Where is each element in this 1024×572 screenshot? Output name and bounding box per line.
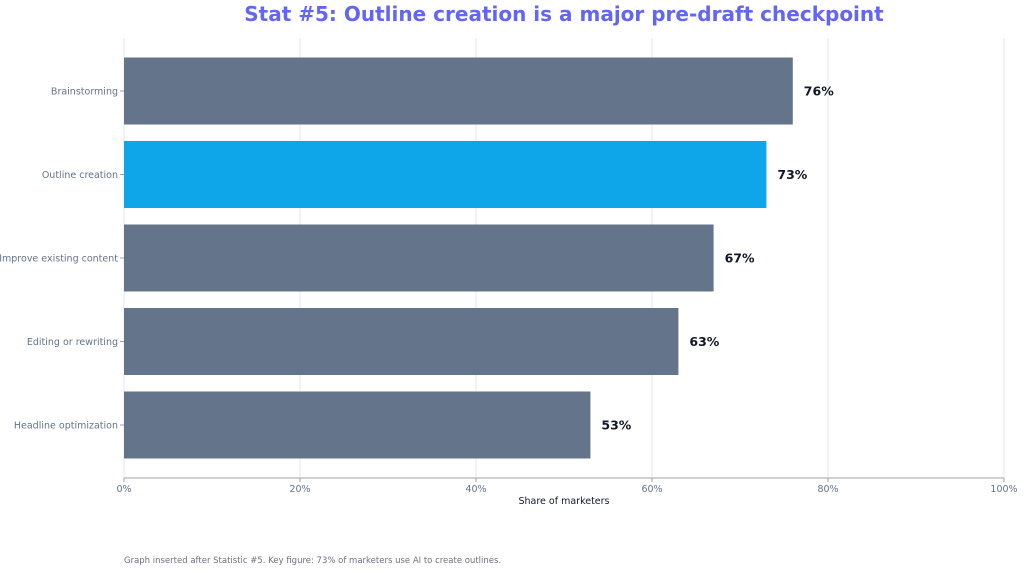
value-labels: 76% 73% 67% 63% 53% xyxy=(601,84,834,433)
y-tick-label: Outline creation xyxy=(42,170,118,181)
y-tick-label: Improve existing content xyxy=(0,254,118,265)
x-tick-label: 60% xyxy=(641,484,662,495)
footnote: Graph inserted after Statistic #5. Key f… xyxy=(124,556,502,566)
bar xyxy=(124,141,767,208)
y-tick-label: Brainstorming xyxy=(51,87,118,98)
x-axis-label: Share of marketers xyxy=(518,496,609,507)
x-tick-label: 80% xyxy=(817,484,838,495)
bar xyxy=(124,57,793,125)
x-tick-label: 100% xyxy=(990,484,1017,495)
x-tick-label: 0% xyxy=(116,484,131,495)
value-label: 67% xyxy=(725,251,755,266)
x-axis-tick-labels: 0% 20% 40% 60% 80% 100% xyxy=(116,478,1018,495)
value-label: 63% xyxy=(689,334,719,349)
value-label: 76% xyxy=(804,84,834,99)
y-axis-tick-labels: Brainstorming Outline creation Improve exi… xyxy=(0,87,124,432)
y-tick-label: Headline optimization xyxy=(14,421,118,432)
value-label: 53% xyxy=(601,418,631,433)
bar xyxy=(124,308,679,375)
bar xyxy=(124,224,714,292)
bars xyxy=(124,57,793,459)
bar xyxy=(124,391,591,459)
x-tick-label: 40% xyxy=(465,484,486,495)
chart-title: Stat #5: Outline creation is a major pre… xyxy=(244,2,884,26)
x-tick-label: 20% xyxy=(289,484,310,495)
value-label: 73% xyxy=(777,167,807,182)
y-tick-label: Editing or rewriting xyxy=(27,337,118,348)
